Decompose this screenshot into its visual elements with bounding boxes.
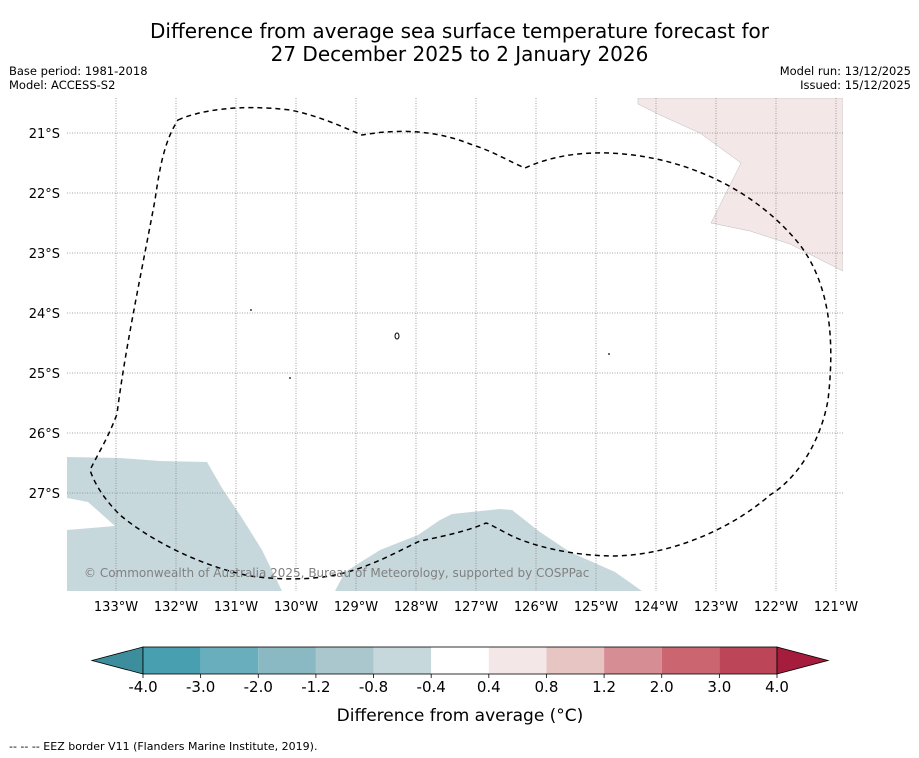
lon-label: 121°W <box>814 600 858 615</box>
lon-label: 123°W <box>694 600 738 615</box>
colorbar-tick-label: -2.0 <box>244 678 273 696</box>
warm-anomaly-region <box>637 98 843 272</box>
lon-label: 133°W <box>94 600 138 615</box>
colorbar-segment <box>315 647 374 674</box>
lat-label: 23°S <box>29 247 60 262</box>
colorbar-tick-label: 2.0 <box>650 678 674 696</box>
lat-label: 21°S <box>29 127 60 142</box>
colorbar-segment <box>200 647 259 674</box>
island-marker <box>608 353 610 355</box>
copyright-notice: © Commonwealth of Australia 2025, Bureau… <box>84 566 589 580</box>
lat-label: 24°S <box>29 307 60 322</box>
colorbar: -4.0 -3.0 -2.0 -1.2 -0.8 -0.4 0.4 0.8 1.2 2.0 3.0 4… <box>90 646 830 726</box>
base-period: Base period: 1981-2018 <box>9 64 148 78</box>
colorbar-tick-label: 0.8 <box>535 678 559 696</box>
eez-border <box>89 106 832 580</box>
colorbar-tick-label: 4.0 <box>765 678 789 696</box>
colorbar-segment <box>431 647 489 674</box>
colorbar-tick-label: 1.2 <box>592 678 616 696</box>
chart-title-line1: Difference from average sea surface temp… <box>149 19 769 43</box>
cool-anomaly-region-south <box>335 509 642 591</box>
colorbar-segment <box>488 647 547 674</box>
cool-anomaly-region-west <box>67 457 282 591</box>
lon-label: 122°W <box>754 600 798 615</box>
colorbar-tick-label: 3.0 <box>707 678 731 696</box>
lon-label: 130°W <box>274 600 318 615</box>
colorbar-tick-label: 0.4 <box>477 678 501 696</box>
colorbar-tick-label: -0.8 <box>359 678 388 696</box>
lon-label: 128°W <box>394 600 438 615</box>
lat-label: 22°S <box>29 187 60 202</box>
lon-label: 126°W <box>514 600 558 615</box>
lat-label: 25°S <box>29 367 60 382</box>
lon-label: 125°W <box>574 600 618 615</box>
island-marker <box>250 309 252 311</box>
colorbar-tick-label: -3.0 <box>186 678 215 696</box>
colorbar-extension-low <box>90 646 144 675</box>
lon-label: 131°W <box>214 600 258 615</box>
lon-label: 124°W <box>634 600 678 615</box>
eez-legend-note: -- -- -- EEZ border V11 (Flanders Marine… <box>9 740 318 753</box>
colorbar-tick-label: -0.4 <box>417 678 446 696</box>
colorbar-segment <box>604 647 662 674</box>
colorbar-segment <box>258 647 316 674</box>
issued-date: Issued: 15/12/2025 <box>800 78 911 92</box>
model-name: Model: ACCESS-S2 <box>9 78 116 92</box>
colorbar-segment <box>719 647 777 674</box>
chart-title-line2: 27 December 2025 to 2 January 2026 <box>270 42 649 66</box>
island-marker <box>289 377 291 379</box>
colorbar-segment <box>143 647 201 674</box>
colorbar-extension-high <box>776 646 830 675</box>
lon-label: 129°W <box>334 600 378 615</box>
lat-label: 26°S <box>29 427 60 442</box>
colorbar-segment <box>373 647 432 674</box>
colorbar-tick-label: -1.2 <box>301 678 330 696</box>
colorbar-tick-label: -4.0 <box>128 678 157 696</box>
colorbar-segment <box>661 647 720 674</box>
sst-anomaly-map: 21°S 22°S 23°S 24°S 25°S 26°S 27°S 133°W 132°W 1… <box>29 98 858 615</box>
lon-label: 132°W <box>154 600 198 615</box>
model-run: Model run: 13/12/2025 <box>779 64 911 78</box>
colorbar-segment <box>546 647 605 674</box>
gridlines <box>67 98 843 591</box>
lon-label: 127°W <box>454 600 498 615</box>
colorbar-label: Difference from average (°C) <box>337 706 584 726</box>
island-marker <box>394 332 400 340</box>
lat-label: 27°S <box>29 487 60 502</box>
